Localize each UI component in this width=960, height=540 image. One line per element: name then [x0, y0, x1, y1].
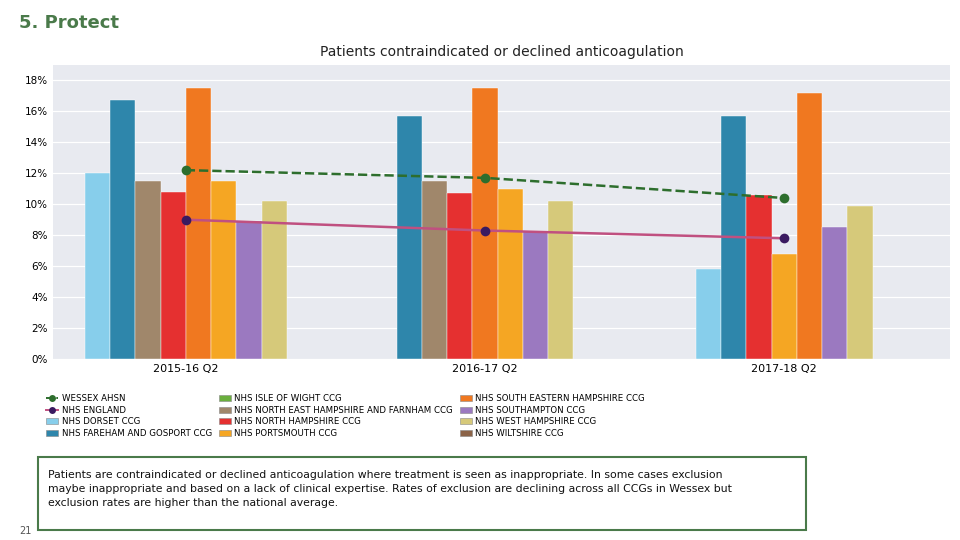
- Bar: [848, 206, 873, 359]
- Text: Patients are contraindicated or declined anticoagulation where treatment is seen: Patients are contraindicated or declined…: [48, 470, 732, 509]
- Bar: [447, 193, 472, 359]
- Title: Patients contraindicated or declined anticoagulation: Patients contraindicated or declined ant…: [320, 45, 684, 59]
- Bar: [421, 181, 447, 359]
- FancyBboxPatch shape: [38, 457, 806, 530]
- Bar: [721, 116, 746, 359]
- Bar: [160, 192, 186, 359]
- Bar: [746, 195, 772, 359]
- Bar: [110, 100, 135, 359]
- Bar: [211, 181, 236, 359]
- Bar: [523, 231, 548, 359]
- Bar: [497, 188, 523, 359]
- Bar: [236, 221, 261, 359]
- Bar: [822, 227, 848, 359]
- Bar: [548, 201, 573, 359]
- Bar: [261, 201, 287, 359]
- Bar: [84, 173, 110, 359]
- Bar: [135, 181, 160, 359]
- Text: 21: 21: [19, 525, 32, 536]
- Text: 5. Protect: 5. Protect: [19, 14, 119, 31]
- Bar: [797, 93, 822, 359]
- Bar: [186, 88, 211, 359]
- Bar: [772, 254, 797, 359]
- Bar: [396, 116, 421, 359]
- Bar: [472, 88, 497, 359]
- Bar: [696, 269, 721, 359]
- Legend: WESSEX AHSN, NHS ENGLAND, NHS DORSET CCG, NHS FAREHAM AND GOSPORT CCG, NHS ISLE : WESSEX AHSN, NHS ENGLAND, NHS DORSET CCG…: [42, 390, 649, 441]
